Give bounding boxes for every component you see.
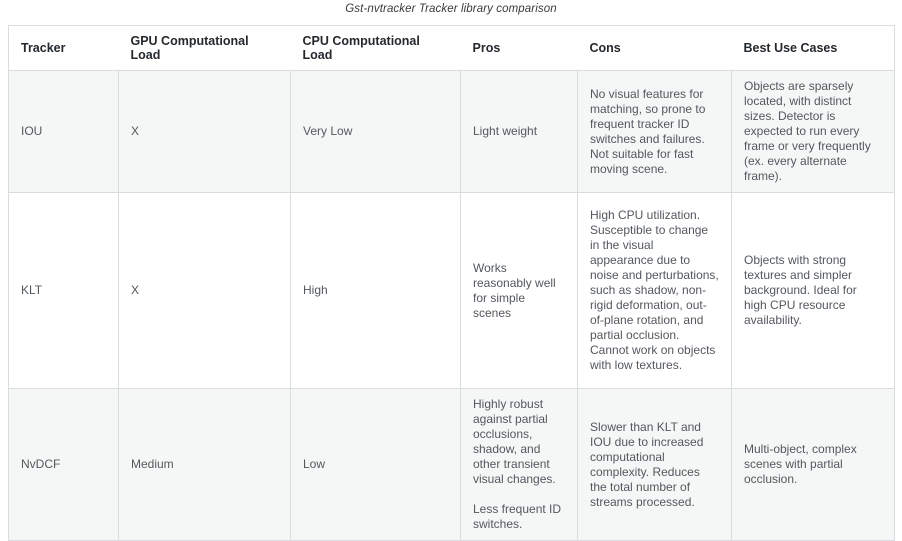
cell-tracker: KLT bbox=[8, 192, 119, 389]
cell-best-use-cases: Multi-object, complex scenes with partia… bbox=[731, 388, 895, 541]
table-row-nvdcf: NvDCF Medium Low Highly robust against p… bbox=[8, 388, 895, 541]
cell-cons: Slower than KLT and IOU due to increased… bbox=[577, 388, 732, 541]
cell-gpu-load: Medium bbox=[118, 388, 291, 541]
cell-cpu-load: High bbox=[290, 192, 461, 389]
cell-pros: Works reasonably well for simple scenes bbox=[460, 192, 578, 389]
table-row-klt: KLT X High Works reasonably well for sim… bbox=[8, 192, 895, 389]
cell-gpu-load: X bbox=[118, 70, 291, 193]
col-header-pros: Pros bbox=[460, 25, 578, 71]
cell-pros: Light weight bbox=[460, 70, 578, 193]
cell-pros: Highly robust against partial occlusions… bbox=[460, 388, 578, 541]
cell-tracker: IOU bbox=[8, 70, 119, 193]
col-header-cpu-load: CPU Computational Load bbox=[290, 25, 461, 71]
cell-best-use-cases: Objects with strong textures and simpler… bbox=[731, 192, 895, 389]
cell-best-use-cases: Objects are sparsely located, with disti… bbox=[731, 70, 895, 193]
cell-cpu-load: Low bbox=[290, 388, 461, 541]
header-row: Tracker GPU Computational Load CPU Compu… bbox=[8, 25, 895, 71]
col-header-tracker: Tracker bbox=[8, 25, 119, 71]
tracker-comparison-table: Tracker GPU Computational Load CPU Compu… bbox=[8, 25, 895, 541]
cell-cpu-load: Very Low bbox=[290, 70, 461, 193]
col-header-cons: Cons bbox=[577, 25, 732, 71]
page: Gst-nvtracker Tracker library comparison… bbox=[8, 3, 895, 541]
col-header-best-use-cases: Best Use Cases bbox=[731, 25, 895, 71]
cell-cons: No visual features for matching, so pron… bbox=[577, 70, 732, 193]
cell-tracker: NvDCF bbox=[8, 388, 119, 541]
col-header-gpu-load: GPU Computational Load bbox=[118, 25, 291, 71]
cell-cons: High CPU utilization. Susceptible to cha… bbox=[577, 192, 732, 389]
table-caption: Gst-nvtracker Tracker library comparison bbox=[345, 3, 557, 15]
table-row-iou: IOU X Very Low Light weight No visual fe… bbox=[8, 70, 895, 193]
cell-gpu-load: X bbox=[118, 192, 291, 389]
